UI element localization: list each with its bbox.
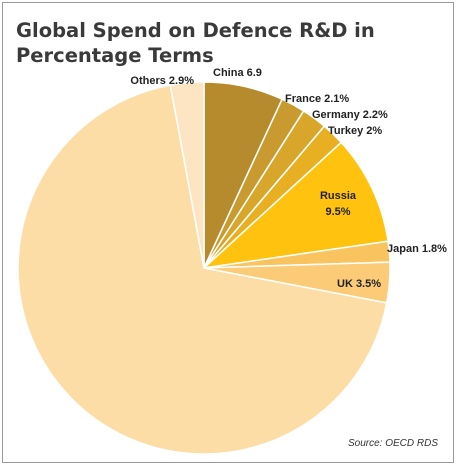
data-label-turkey: Turkey 2% — [328, 125, 382, 137]
data-label-others: Others 2.9% — [130, 75, 194, 87]
pie-slice-others — [169, 81, 205, 269]
chart-title-line-1: Global Spend on Defence R&D in — [16, 19, 375, 42]
data-label-japan: Japan 1.8% — [387, 243, 447, 255]
source-note: Source: OECD RDS — [347, 438, 438, 449]
data-label-china: China 6.9 — [213, 67, 262, 79]
data-label-france: France 2.1% — [285, 93, 349, 105]
pie-slice-united-states — [17, 84, 388, 455]
data-label-russia: Russia 9.5% — [320, 190, 357, 218]
data-label-uk: UK 3.5% — [337, 278, 381, 290]
data-label-germany: Germany 2.2% — [312, 109, 388, 121]
chart-title: Global Spend on Defence R&D in Percentag… — [16, 18, 375, 68]
pie-slice-russia — [203, 141, 389, 269]
chart-title-line-2: Percentage Terms — [16, 44, 214, 67]
